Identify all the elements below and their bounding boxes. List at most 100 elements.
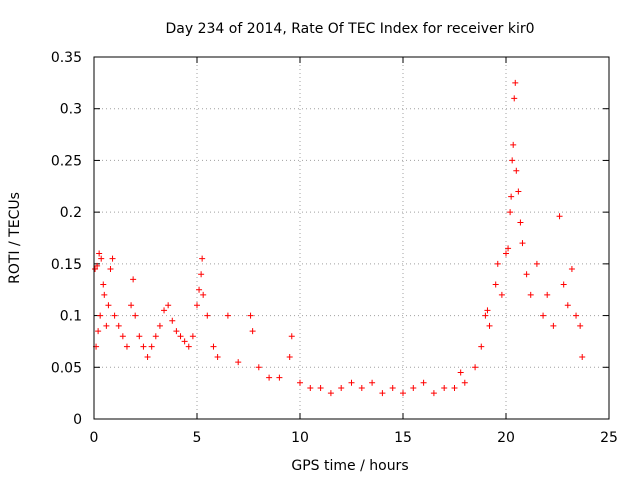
data-point (115, 322, 122, 329)
data-point (517, 219, 524, 226)
data-point (358, 384, 365, 391)
data-point (508, 193, 515, 200)
data-point (109, 255, 116, 262)
data-point (492, 281, 499, 288)
data-point (505, 245, 512, 252)
data-point (140, 343, 147, 350)
data-point (105, 302, 112, 309)
data-point (441, 384, 448, 391)
y-tick-label: 0.1 (60, 309, 82, 325)
data-point (98, 255, 105, 262)
data-point (420, 379, 427, 386)
x-tick-label: 5 (193, 430, 202, 446)
data-point (152, 333, 159, 340)
data-point (509, 157, 516, 164)
data-point (92, 266, 99, 273)
data-point (564, 302, 571, 309)
x-tick-label: 25 (600, 430, 618, 446)
y-tick-labels: 0 0.05 0.1 0.15 0.2 0.25 0.3 0.35 (51, 50, 82, 428)
data-point (255, 364, 262, 371)
data-point (101, 291, 108, 298)
grid-lines (94, 57, 609, 419)
chart-title: Day 234 of 2014, Rate Of TEC Index for r… (165, 21, 534, 37)
data-points (92, 79, 586, 397)
data-point (512, 79, 519, 86)
data-point (266, 374, 273, 381)
data-point (107, 266, 114, 273)
data-point (100, 281, 107, 288)
x-tick-label: 15 (394, 430, 412, 446)
data-point (194, 302, 200, 309)
data-point (95, 328, 102, 335)
data-point (494, 260, 501, 267)
data-point (181, 338, 188, 345)
x-tick-label: 20 (497, 430, 515, 446)
data-point (123, 343, 130, 350)
data-point (461, 379, 468, 386)
data-point (510, 141, 517, 148)
data-point (400, 390, 406, 397)
data-point (511, 95, 518, 102)
data-point (523, 271, 530, 278)
y-tick-label: 0.2 (60, 205, 82, 221)
data-point (540, 312, 547, 319)
data-point (556, 213, 563, 220)
data-point (210, 343, 217, 350)
data-point (97, 312, 104, 319)
data-point (577, 322, 584, 329)
data-point (96, 250, 103, 257)
y-tick-label: 0.3 (60, 102, 82, 118)
data-point (498, 291, 505, 298)
data-point (486, 322, 493, 329)
x-tick-label: 10 (291, 430, 309, 446)
data-point (235, 359, 242, 366)
data-point (451, 384, 458, 391)
data-point (527, 291, 534, 298)
data-point (519, 240, 526, 247)
data-point (503, 250, 509, 257)
data-point (156, 322, 163, 329)
x-axis-label: GPS time / hours (291, 458, 408, 474)
data-point (573, 312, 580, 319)
data-point (430, 390, 437, 397)
data-point (307, 384, 314, 391)
data-point (579, 353, 586, 360)
y-tick-label: 0.25 (51, 153, 82, 169)
data-point (198, 271, 205, 278)
plot-frame (93, 56, 610, 420)
data-point (410, 384, 417, 391)
data-point (560, 281, 567, 288)
data-point (478, 343, 485, 350)
data-point (128, 302, 135, 309)
x-tick-labels: 0 5 10 15 20 25 (90, 430, 618, 446)
data-point (533, 260, 540, 267)
y-tick-label: 0 (73, 412, 82, 428)
data-point (161, 307, 168, 314)
data-point (482, 312, 489, 319)
data-point (472, 364, 479, 371)
data-point (165, 302, 172, 309)
data-point (185, 343, 192, 350)
y-tick-label: 0.35 (51, 50, 82, 66)
data-point (173, 328, 180, 335)
data-point (297, 379, 303, 386)
data-point (119, 333, 126, 340)
data-point (457, 369, 464, 376)
data-point (132, 312, 139, 319)
data-point (484, 307, 491, 314)
data-point (196, 286, 203, 293)
data-point (204, 312, 211, 319)
data-point (200, 291, 207, 298)
data-point (214, 353, 221, 360)
data-point (130, 276, 137, 283)
data-point (189, 333, 196, 340)
data-point (177, 333, 184, 340)
data-point (249, 328, 256, 335)
data-point (111, 312, 118, 319)
data-point (148, 343, 155, 350)
y-tick-label: 0.05 (51, 360, 82, 376)
x-tick-label: 0 (90, 430, 99, 446)
data-point (513, 167, 520, 174)
